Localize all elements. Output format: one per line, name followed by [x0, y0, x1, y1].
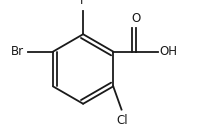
Text: O: O — [131, 12, 140, 25]
Text: Br: Br — [11, 45, 24, 58]
Text: OH: OH — [160, 45, 178, 58]
Text: F: F — [80, 0, 87, 7]
Text: Cl: Cl — [117, 114, 128, 127]
